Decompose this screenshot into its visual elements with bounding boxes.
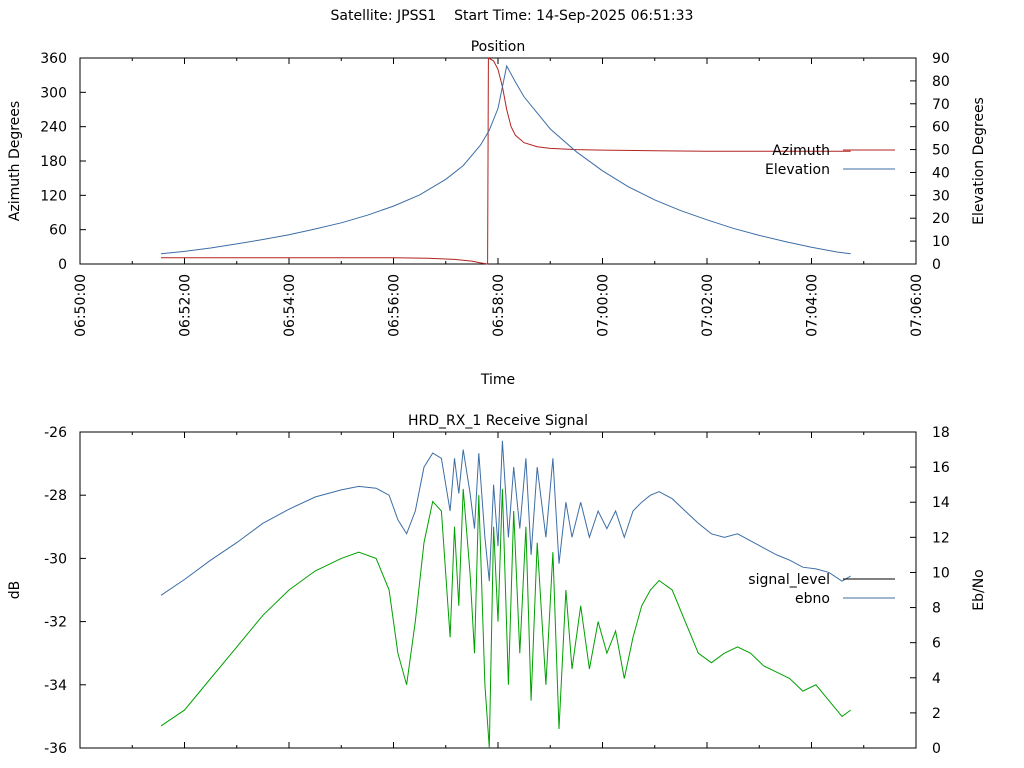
- y2-tick-label: 80: [932, 74, 950, 90]
- y2-tick-label: 50: [932, 143, 950, 159]
- chart-title: Position: [471, 39, 526, 55]
- y2-tick-label: 18: [932, 425, 950, 441]
- x-tick-label: 07:00:00: [596, 274, 612, 337]
- y-tick-label: -34: [44, 678, 67, 694]
- x-tick-label: 06:52:00: [178, 274, 194, 337]
- y2-tick-label: 14: [932, 495, 950, 511]
- y-tick-label: 180: [40, 154, 67, 170]
- y-axis-label: Azimuth Degrees: [7, 101, 23, 221]
- legend-label: Azimuth: [772, 143, 830, 159]
- chart-title: HRD_RX_1 Receive Signal: [408, 413, 588, 429]
- y2-tick-label: 0: [932, 741, 941, 757]
- y-axis-label: dB: [7, 581, 23, 600]
- y2-tick-label: 4: [932, 671, 941, 687]
- chart-header-title: Satellite: JPSS1 Start Time: 14-Sep-2025…: [330, 8, 694, 24]
- x-tick-label: 07:04:00: [805, 274, 821, 337]
- y-tick-label: 0: [58, 257, 67, 273]
- y-tick-label: 240: [40, 120, 67, 136]
- x-tick-label: 06:56:00: [387, 274, 403, 337]
- y2-tick-label: 10: [932, 565, 950, 581]
- y2-tick-label: 16: [932, 460, 950, 476]
- y-tick-label: -36: [44, 741, 67, 757]
- y2-tick-label: 0: [932, 257, 941, 273]
- y-tick-label: 360: [40, 51, 67, 67]
- plot-frame: [79, 57, 917, 265]
- legend-label: signal_level: [748, 572, 830, 588]
- y2-tick-label: 2: [932, 706, 941, 722]
- y2-axis-label: Eb/No: [971, 569, 987, 611]
- y2-tick-label: 10: [932, 234, 950, 250]
- y-tick-label: -28: [44, 488, 67, 504]
- y-tick-label: -32: [44, 615, 67, 631]
- series-line-elevation: [160, 64, 851, 255]
- series-line-ebno: [160, 440, 851, 596]
- y2-tick-label: 70: [932, 97, 950, 113]
- y2-axis-label: Elevation Degrees: [971, 97, 987, 225]
- y2-tick-label: 60: [932, 120, 950, 136]
- y-tick-label: 60: [49, 223, 67, 239]
- y-tick-label: 120: [40, 188, 67, 204]
- x-tick-label: 07:02:00: [700, 274, 716, 337]
- legend-label: ebno: [795, 591, 830, 607]
- y2-tick-label: 40: [932, 165, 950, 181]
- y-tick-label: 300: [40, 85, 67, 101]
- x-tick-label: 07:06:00: [909, 274, 925, 337]
- x-axis-label: Time: [480, 372, 515, 388]
- plot-frame: [79, 431, 917, 749]
- y2-tick-label: 20: [932, 211, 950, 227]
- y2-tick-label: 6: [932, 636, 941, 652]
- legend-label: Elevation: [765, 162, 830, 178]
- series-line-azimuth: [161, 57, 851, 265]
- y2-tick-label: 30: [932, 188, 950, 204]
- x-tick-label: 06:58:00: [491, 274, 507, 337]
- y2-tick-label: 12: [932, 530, 950, 546]
- y2-tick-label: 8: [932, 601, 941, 617]
- x-tick-label: 06:50:00: [73, 274, 89, 337]
- series-line-signal-level: [160, 488, 851, 749]
- y-tick-label: -26: [44, 425, 67, 441]
- y2-tick-label: 90: [932, 51, 950, 67]
- y-tick-label: -30: [44, 551, 67, 567]
- x-tick-label: 06:54:00: [282, 274, 298, 337]
